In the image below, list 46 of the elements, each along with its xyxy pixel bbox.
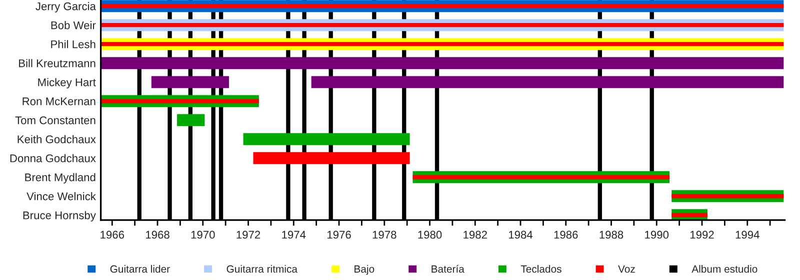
bar <box>100 22 784 28</box>
x-tick-label: 1968 <box>146 230 170 239</box>
y-tick-label: Bruce Hornsby <box>23 211 96 222</box>
x-tick-label: 1978 <box>372 230 396 239</box>
x-tick-label: 1976 <box>328 230 351 239</box>
y-tick-label: Bob Weir <box>51 21 96 30</box>
x-tick-label: 1966 <box>100 230 124 239</box>
x-tick-label: 1982 <box>464 230 487 239</box>
legend-label: Batería <box>432 264 464 273</box>
x-tick-label: 1980 <box>418 230 442 239</box>
y-tick-label: Bill Kreutzmann <box>19 59 96 68</box>
x-tick-label: 1992 <box>690 230 714 239</box>
y-tick-label: Mickey Hart <box>38 78 96 88</box>
legend-label: Teclados <box>520 265 562 273</box>
bar <box>311 76 784 88</box>
y-tick-label: Keith Godchaux <box>18 135 96 144</box>
bar <box>243 133 410 146</box>
legend-label: Guitarra ritmica <box>226 265 298 273</box>
x-tick-label: 1970 <box>191 230 215 239</box>
y-tick-label: Donna Godchaux <box>10 154 96 162</box>
legend-label: Voz <box>618 265 635 273</box>
x-tick-label: 1972 <box>236 230 260 239</box>
x-tick-label: 1994 <box>736 230 760 239</box>
x-tick-label: 1990 <box>645 230 669 239</box>
bar <box>672 194 784 198</box>
x-tick-label: 1988 <box>600 230 624 239</box>
bar <box>100 42 784 46</box>
bar <box>177 114 205 126</box>
y-tick-label: Brent Mydland <box>25 173 96 184</box>
x-tick-label: 1974 <box>282 230 306 239</box>
y-tick-label: Ron McKernan <box>22 97 96 106</box>
bar <box>100 57 784 70</box>
bar <box>672 213 708 218</box>
x-tick-label: 1986 <box>554 230 578 239</box>
legend-label: Guitarra lider <box>110 265 170 273</box>
bar <box>100 4 784 8</box>
bar <box>100 99 259 104</box>
y-tick-label: Tom Constanten <box>15 116 96 124</box>
bar <box>151 76 229 88</box>
y-tick-label: Vince Welnick <box>26 192 96 200</box>
y-tick-label: Phil Lesh <box>51 40 96 48</box>
y-tick-label: Jerry Garcia <box>36 2 96 12</box>
bar <box>412 175 670 180</box>
x-tick-label: 1984 <box>508 230 533 239</box>
legend-label: Bajo <box>354 265 374 275</box>
legend-label: Album estudio <box>692 265 758 273</box>
